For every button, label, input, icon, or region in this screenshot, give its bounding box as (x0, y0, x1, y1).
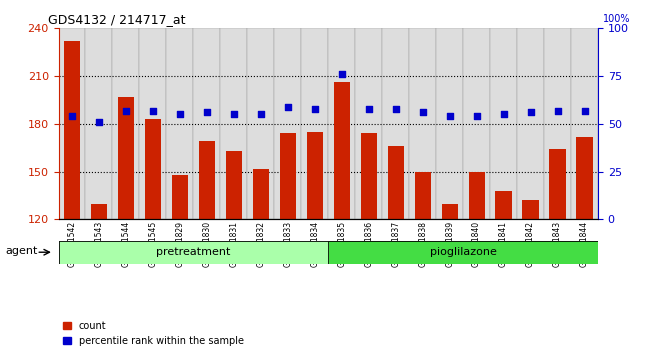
Text: 100%: 100% (603, 15, 631, 24)
FancyBboxPatch shape (517, 28, 544, 219)
Bar (64, 41, 80, 219)
Point (283, 104, 293, 109)
Bar (523, 200, 539, 219)
FancyBboxPatch shape (544, 28, 571, 219)
Legend: count, percentile rank within the sample: count, percentile rank within the sample (63, 321, 244, 346)
Bar (577, 137, 593, 219)
FancyBboxPatch shape (382, 28, 410, 219)
Bar (549, 149, 566, 219)
Bar (307, 132, 323, 219)
FancyBboxPatch shape (112, 28, 140, 219)
Text: GDS4132 / 214717_at: GDS4132 / 214717_at (47, 13, 185, 26)
Text: agent: agent (6, 246, 38, 256)
Point (363, 106, 374, 112)
Point (255, 112, 266, 117)
FancyBboxPatch shape (302, 28, 328, 219)
Bar (387, 146, 404, 219)
Point (445, 113, 455, 119)
FancyBboxPatch shape (58, 28, 85, 219)
Bar (199, 141, 215, 219)
Bar (226, 151, 242, 219)
Point (121, 108, 131, 113)
Bar (145, 119, 161, 219)
FancyBboxPatch shape (355, 28, 382, 219)
Point (67, 113, 77, 119)
Bar (469, 172, 485, 219)
Bar (280, 133, 296, 219)
Text: pretreatment: pretreatment (156, 247, 231, 257)
Bar (441, 204, 458, 219)
Bar (333, 82, 350, 219)
FancyBboxPatch shape (220, 28, 247, 219)
Bar (253, 169, 269, 219)
FancyBboxPatch shape (85, 28, 112, 219)
Point (552, 108, 563, 113)
Point (202, 110, 212, 115)
FancyBboxPatch shape (490, 28, 517, 219)
Point (525, 110, 536, 115)
FancyBboxPatch shape (274, 28, 302, 219)
FancyBboxPatch shape (410, 28, 436, 219)
FancyBboxPatch shape (463, 28, 490, 219)
Bar (118, 97, 134, 219)
FancyBboxPatch shape (571, 28, 598, 219)
FancyBboxPatch shape (328, 241, 598, 264)
Point (148, 108, 158, 113)
Point (417, 110, 428, 115)
Point (94, 119, 104, 125)
Point (579, 108, 590, 113)
Bar (495, 191, 512, 219)
FancyBboxPatch shape (247, 28, 274, 219)
Bar (172, 175, 188, 219)
FancyBboxPatch shape (140, 28, 166, 219)
FancyBboxPatch shape (166, 28, 194, 219)
Point (499, 112, 509, 117)
Bar (91, 204, 107, 219)
Point (309, 106, 320, 112)
FancyBboxPatch shape (328, 28, 355, 219)
Point (471, 113, 482, 119)
FancyBboxPatch shape (58, 241, 328, 264)
Point (337, 72, 347, 77)
Bar (415, 172, 431, 219)
Bar (361, 133, 377, 219)
Point (229, 112, 239, 117)
Text: pioglilazone: pioglilazone (430, 247, 497, 257)
FancyBboxPatch shape (436, 28, 463, 219)
Point (175, 112, 185, 117)
FancyBboxPatch shape (194, 28, 220, 219)
Point (391, 106, 401, 112)
